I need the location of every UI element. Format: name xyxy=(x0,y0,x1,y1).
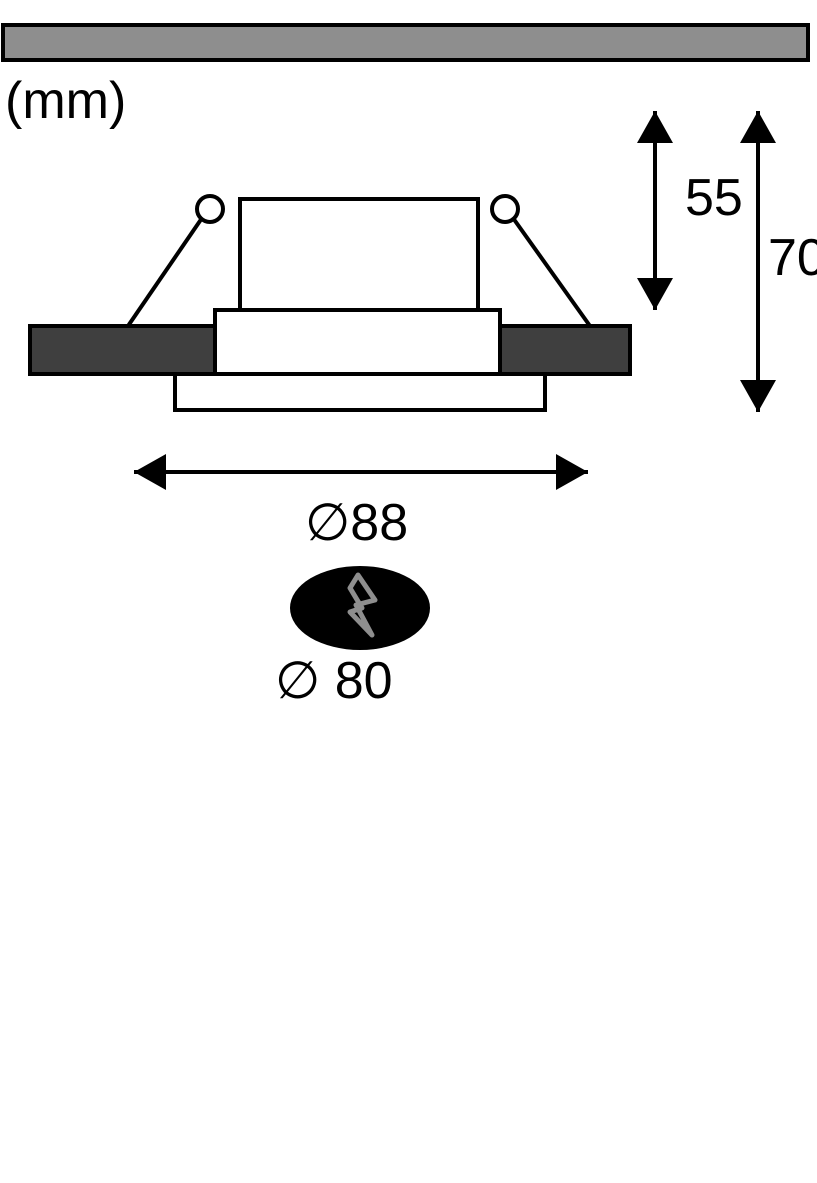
fixture-body-mid xyxy=(215,310,500,374)
spring-pivot-right xyxy=(492,196,518,222)
trim-ring xyxy=(175,374,545,410)
drill-label-80: ∅ 80 xyxy=(275,652,393,710)
mount-right xyxy=(500,326,630,374)
dim-label-55: 55 xyxy=(685,169,743,227)
dim-label-88: ∅88 xyxy=(305,494,408,552)
dim-label-70: 70 xyxy=(768,229,817,287)
spring-left xyxy=(128,218,202,326)
mount-left xyxy=(30,326,215,374)
spring-right xyxy=(513,218,590,326)
dimension-diagram: (mm) 55 70 ∅88 ∅ 80 xyxy=(0,0,817,1183)
spring-pivot-left xyxy=(197,196,223,222)
unit-label: (mm) xyxy=(5,72,126,130)
fixture-body-top xyxy=(240,199,478,311)
ceiling-bar xyxy=(3,25,808,60)
